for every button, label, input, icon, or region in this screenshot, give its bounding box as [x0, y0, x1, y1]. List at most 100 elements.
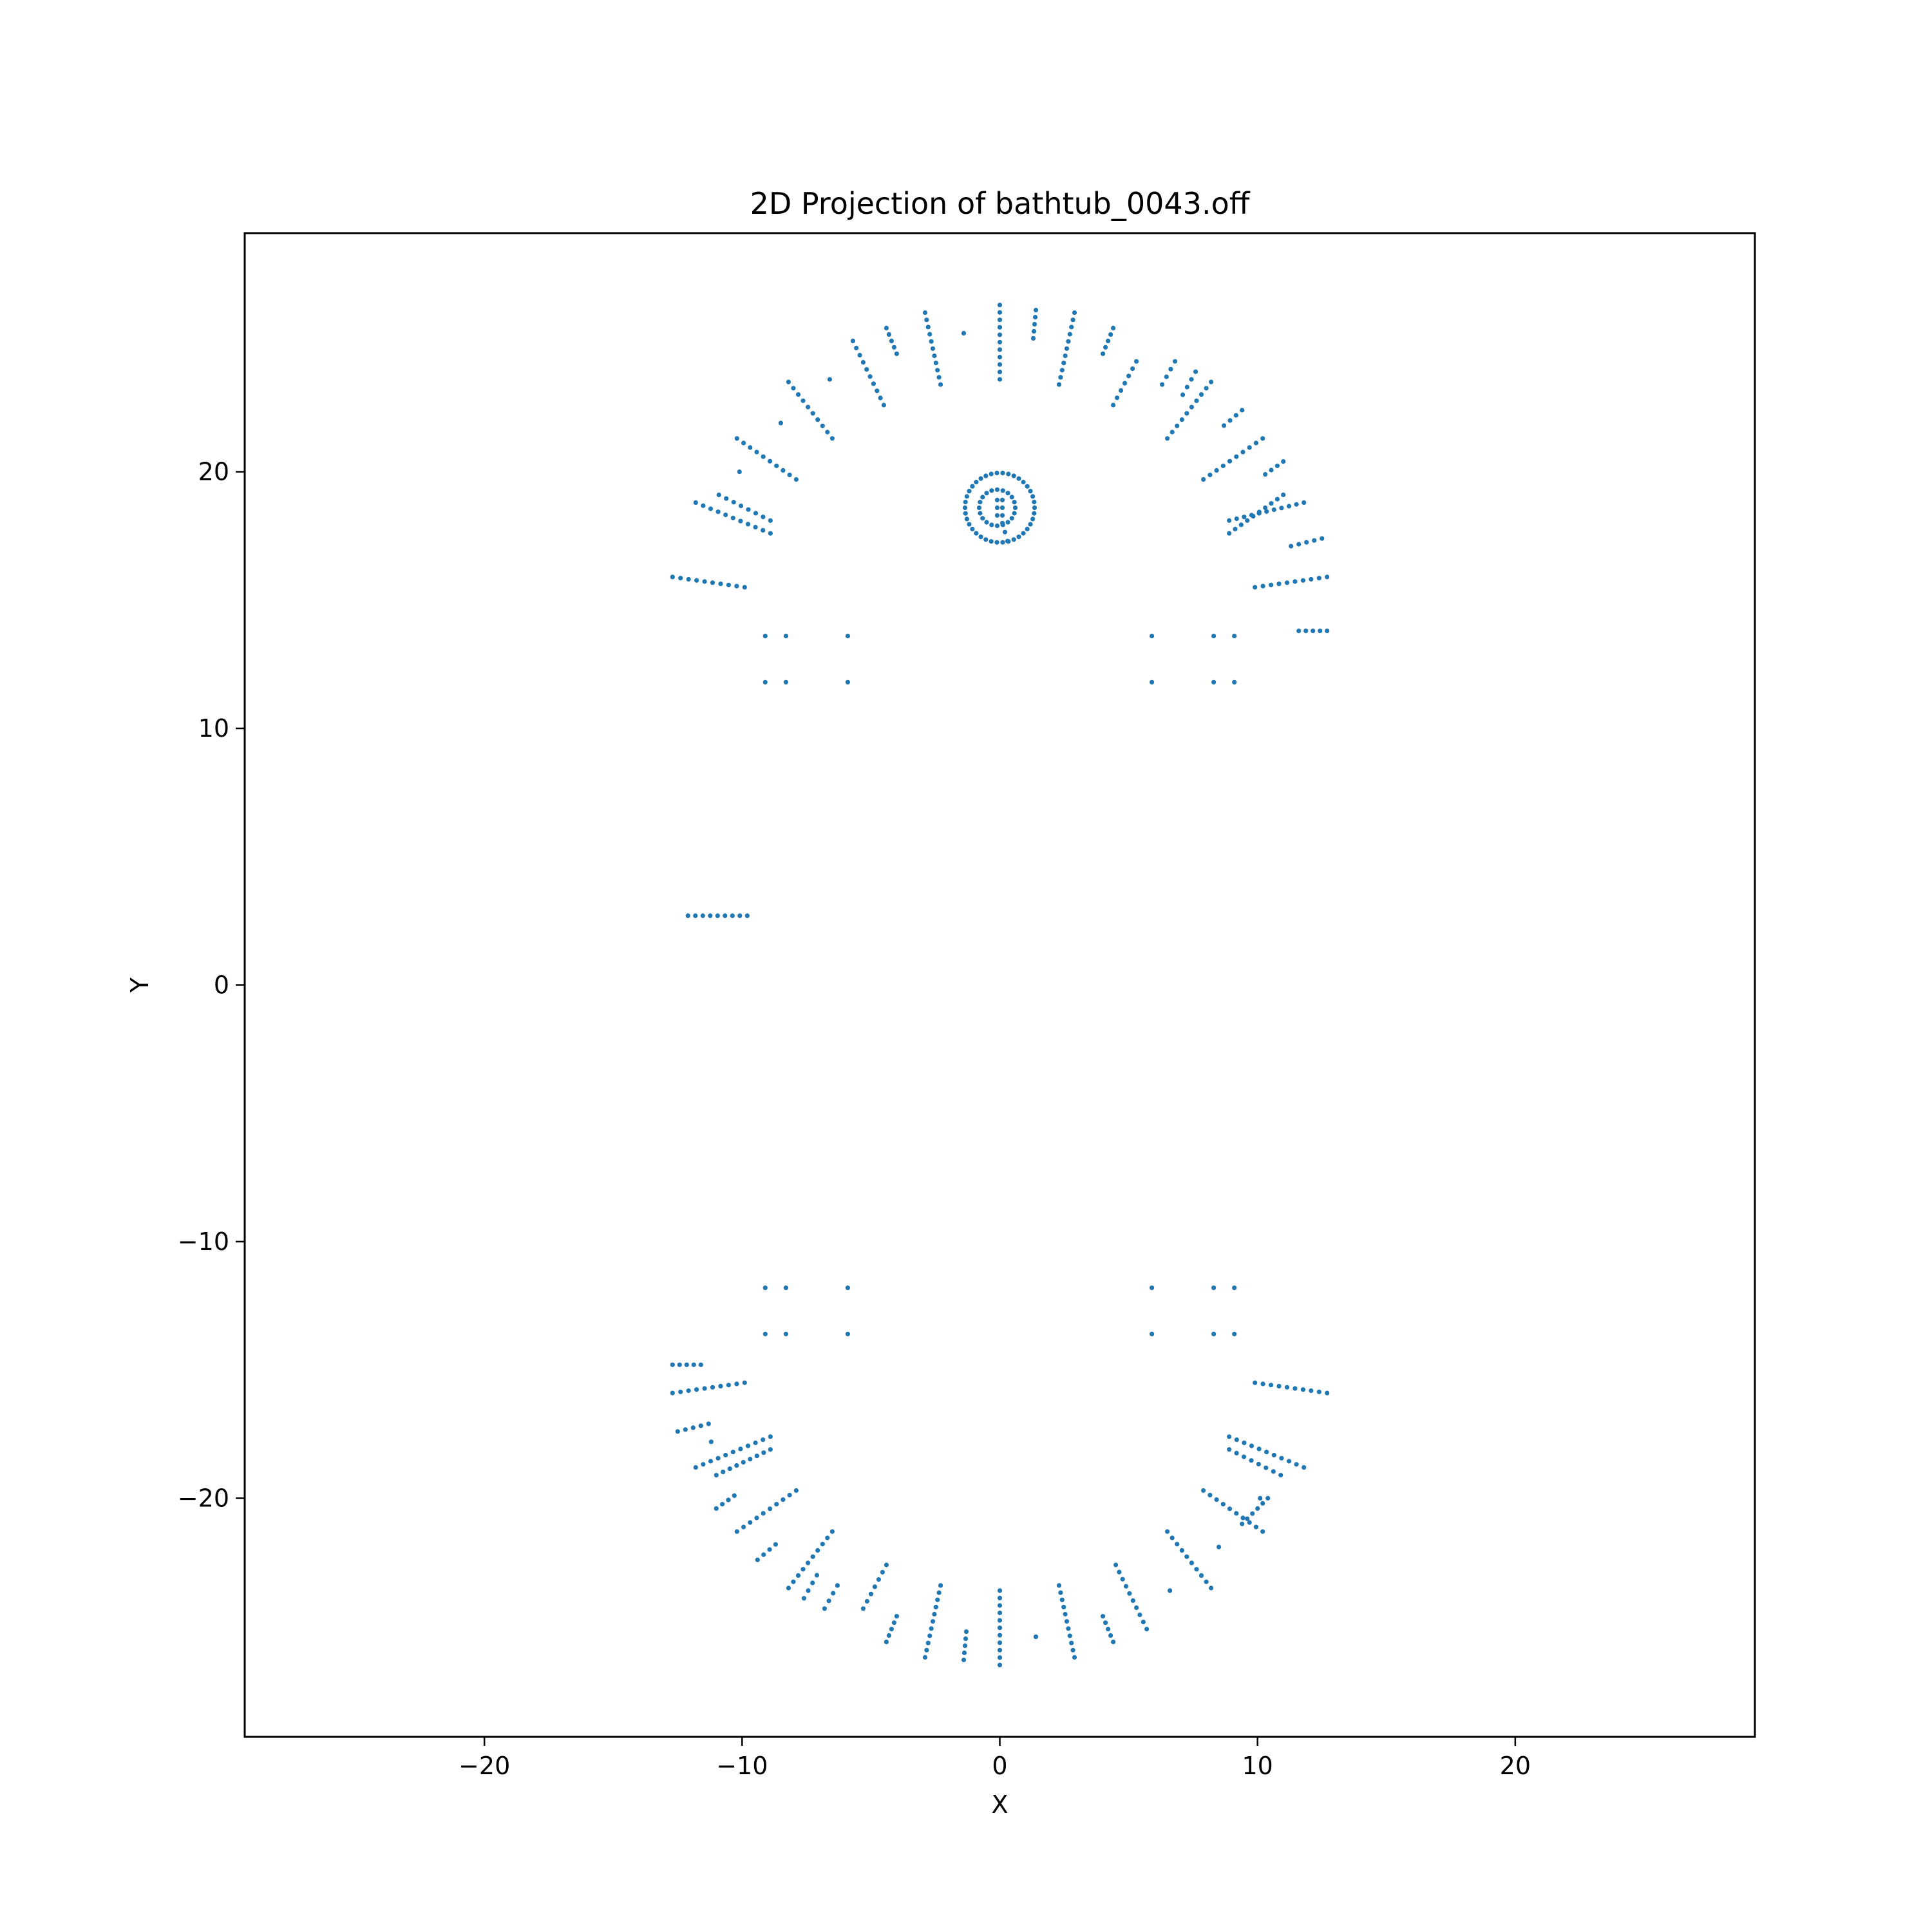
point-strip	[1293, 1386, 1298, 1391]
point-strip	[715, 509, 721, 515]
point-strip	[685, 913, 690, 918]
point-strip	[927, 332, 933, 337]
point-strip	[700, 913, 705, 918]
point-strip	[1063, 1611, 1068, 1617]
point-strip	[1168, 366, 1173, 372]
ring-point	[970, 526, 975, 532]
point-strip	[997, 347, 1003, 352]
point-strip	[1119, 388, 1124, 393]
point-strip	[1312, 538, 1317, 543]
y-tick-label: 20	[198, 458, 229, 486]
point-strip	[1208, 1493, 1213, 1498]
point-strip	[1198, 392, 1204, 397]
point-strip	[1260, 1501, 1265, 1506]
point-strip	[997, 1647, 1003, 1653]
point-strip	[1214, 468, 1219, 473]
ring-point	[963, 499, 968, 505]
point-strip	[1101, 1614, 1106, 1619]
ring-point	[1028, 522, 1033, 527]
point-strip	[1137, 1612, 1142, 1618]
point-strip	[702, 579, 707, 584]
point-strip	[727, 1466, 732, 1472]
point-strip	[767, 1547, 772, 1552]
data-point	[961, 330, 967, 336]
point-strip	[806, 1560, 811, 1566]
point-strip	[755, 1557, 760, 1562]
point-strip	[690, 1425, 696, 1430]
point-strip	[825, 1535, 830, 1540]
point-strip	[1061, 361, 1066, 366]
point-strip	[791, 1579, 796, 1584]
point-strip	[1300, 1387, 1305, 1392]
point-strip	[1320, 536, 1325, 541]
point-strip	[1184, 384, 1189, 390]
ring-point	[1012, 500, 1017, 505]
ring-point	[1005, 491, 1010, 496]
point-strip	[891, 345, 896, 350]
ring-point	[994, 540, 999, 545]
point-strip	[714, 1506, 719, 1511]
point-strip	[1170, 430, 1175, 435]
ring-point	[994, 487, 1000, 492]
point-strip	[822, 1606, 827, 1611]
point-strip	[1296, 629, 1302, 634]
point-strip	[997, 310, 1003, 315]
point-strip	[726, 1497, 731, 1502]
point-strip	[1309, 1388, 1314, 1394]
point-strip	[1059, 368, 1065, 373]
point-strip	[1108, 1633, 1113, 1638]
data-point	[762, 634, 768, 639]
ring-point	[978, 476, 983, 481]
point-strip	[924, 1647, 929, 1653]
point-strip	[1227, 459, 1233, 464]
point-strip	[1242, 515, 1247, 520]
point-strip	[1265, 1495, 1271, 1501]
data-point	[1150, 1331, 1155, 1336]
point-strip	[1141, 1620, 1146, 1625]
ring-point	[1021, 480, 1026, 485]
point-strip	[1227, 418, 1233, 423]
point-strip	[924, 317, 929, 323]
point-strip	[820, 1542, 825, 1547]
point-strip	[675, 1429, 680, 1434]
ring-point	[989, 471, 994, 477]
point-strip	[1227, 518, 1232, 523]
point-strip	[1214, 1497, 1219, 1502]
ring-point	[1005, 520, 1010, 525]
x-tick-label: 20	[1500, 1752, 1531, 1780]
ring-point	[974, 531, 979, 536]
point-strip	[741, 1524, 746, 1530]
point-strip	[997, 1640, 1003, 1645]
ring-point	[978, 535, 983, 540]
chart-title: 2D Projection of bathtub_0043.off	[750, 186, 1251, 221]
ring-point	[989, 488, 994, 493]
point-strip	[731, 500, 736, 505]
data-point	[845, 679, 850, 685]
data-point	[1232, 679, 1237, 685]
center-mark-point	[994, 497, 1000, 503]
point-strip	[1194, 398, 1199, 403]
point-strip	[997, 362, 1003, 367]
data-point	[1211, 679, 1217, 685]
ring-point	[1009, 495, 1014, 500]
point-strip	[1271, 507, 1276, 513]
point-strip	[1250, 1511, 1255, 1516]
point-strip	[1296, 542, 1302, 547]
ring-point	[1011, 537, 1016, 542]
point-strip	[738, 518, 743, 524]
point-strip	[1279, 506, 1284, 511]
ring-point	[980, 516, 985, 521]
ring-point	[974, 480, 979, 485]
point-strip	[734, 1463, 739, 1468]
point-strip	[786, 379, 791, 384]
point-strip	[670, 1390, 675, 1396]
point-strip	[701, 1462, 706, 1467]
data-point	[827, 377, 832, 382]
point-strip	[997, 325, 1003, 330]
point-strip	[1209, 1586, 1214, 1591]
stem-point	[999, 520, 1005, 526]
ring-point	[1006, 471, 1011, 477]
point-strip	[768, 1434, 773, 1439]
point-strip	[678, 1389, 683, 1394]
point-strip	[1117, 1569, 1122, 1575]
